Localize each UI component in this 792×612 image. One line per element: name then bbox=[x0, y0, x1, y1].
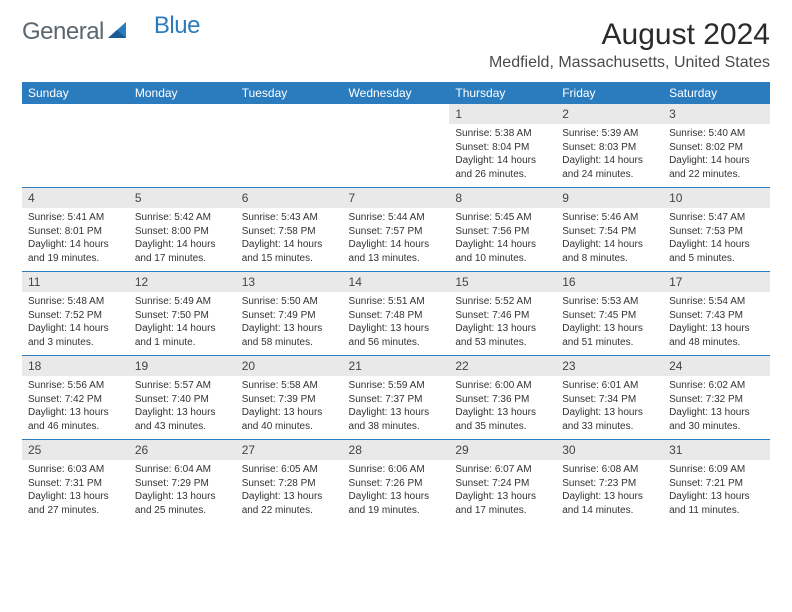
day-number-cell: 26 bbox=[129, 439, 236, 460]
day-number-cell: 19 bbox=[129, 355, 236, 376]
day-content-cell: Sunrise: 5:46 AMSunset: 7:54 PMDaylight:… bbox=[556, 208, 663, 271]
day-content-cell: Sunrise: 5:57 AMSunset: 7:40 PMDaylight:… bbox=[129, 376, 236, 439]
day-content-cell: Sunrise: 5:38 AMSunset: 8:04 PMDaylight:… bbox=[449, 124, 556, 187]
day-number-cell: 23 bbox=[556, 355, 663, 376]
week-content-row: Sunrise: 5:38 AMSunset: 8:04 PMDaylight:… bbox=[22, 124, 770, 187]
day-content-cell: Sunrise: 5:50 AMSunset: 7:49 PMDaylight:… bbox=[236, 292, 343, 355]
weekday-header: Saturday bbox=[663, 82, 770, 104]
day-number-cell: 4 bbox=[22, 187, 129, 208]
day-number-cell: 17 bbox=[663, 271, 770, 292]
day-content-cell: Sunrise: 6:03 AMSunset: 7:31 PMDaylight:… bbox=[22, 460, 129, 523]
calendar-table: SundayMondayTuesdayWednesdayThursdayFrid… bbox=[22, 82, 770, 523]
day-number-cell: 6 bbox=[236, 187, 343, 208]
day-content-cell: Sunrise: 5:49 AMSunset: 7:50 PMDaylight:… bbox=[129, 292, 236, 355]
day-content-cell: Sunrise: 6:07 AMSunset: 7:24 PMDaylight:… bbox=[449, 460, 556, 523]
day-number-cell: 8 bbox=[449, 187, 556, 208]
day-number-cell: 15 bbox=[449, 271, 556, 292]
day-number-cell: 1 bbox=[449, 104, 556, 124]
week-daynum-row: 123 bbox=[22, 104, 770, 124]
day-content-cell: Sunrise: 6:04 AMSunset: 7:29 PMDaylight:… bbox=[129, 460, 236, 523]
day-content-cell: Sunrise: 5:48 AMSunset: 7:52 PMDaylight:… bbox=[22, 292, 129, 355]
day-number-cell: 5 bbox=[129, 187, 236, 208]
day-number-cell: 18 bbox=[22, 355, 129, 376]
week-daynum-row: 25262728293031 bbox=[22, 439, 770, 460]
calendar-body: 123 Sunrise: 5:38 AMSunset: 8:04 PMDayli… bbox=[22, 104, 770, 523]
day-number-cell: 27 bbox=[236, 439, 343, 460]
weekday-header: Sunday bbox=[22, 82, 129, 104]
day-number-cell: 2 bbox=[556, 104, 663, 124]
weekday-header: Monday bbox=[129, 82, 236, 104]
empty-cell bbox=[236, 124, 343, 187]
day-content-cell: Sunrise: 5:54 AMSunset: 7:43 PMDaylight:… bbox=[663, 292, 770, 355]
day-number-cell: 22 bbox=[449, 355, 556, 376]
day-number-cell: 29 bbox=[449, 439, 556, 460]
day-number-cell: 3 bbox=[663, 104, 770, 124]
day-content-cell: Sunrise: 6:01 AMSunset: 7:34 PMDaylight:… bbox=[556, 376, 663, 439]
day-content-cell: Sunrise: 5:45 AMSunset: 7:56 PMDaylight:… bbox=[449, 208, 556, 271]
day-number-cell: 13 bbox=[236, 271, 343, 292]
week-content-row: Sunrise: 5:41 AMSunset: 8:01 PMDaylight:… bbox=[22, 208, 770, 271]
page-title: August 2024 bbox=[489, 18, 770, 52]
empty-cell bbox=[236, 104, 343, 124]
weekday-header-row: SundayMondayTuesdayWednesdayThursdayFrid… bbox=[22, 82, 770, 104]
week-content-row: Sunrise: 5:48 AMSunset: 7:52 PMDaylight:… bbox=[22, 292, 770, 355]
day-number-cell: 16 bbox=[556, 271, 663, 292]
day-number-cell: 11 bbox=[22, 271, 129, 292]
day-content-cell: Sunrise: 6:08 AMSunset: 7:23 PMDaylight:… bbox=[556, 460, 663, 523]
week-content-row: Sunrise: 6:03 AMSunset: 7:31 PMDaylight:… bbox=[22, 460, 770, 523]
day-content-cell: Sunrise: 5:47 AMSunset: 7:53 PMDaylight:… bbox=[663, 208, 770, 271]
week-daynum-row: 45678910 bbox=[22, 187, 770, 208]
empty-cell bbox=[22, 104, 129, 124]
day-number-cell: 31 bbox=[663, 439, 770, 460]
day-content-cell: Sunrise: 5:52 AMSunset: 7:46 PMDaylight:… bbox=[449, 292, 556, 355]
weekday-header: Tuesday bbox=[236, 82, 343, 104]
day-content-cell: Sunrise: 5:51 AMSunset: 7:48 PMDaylight:… bbox=[343, 292, 450, 355]
weekday-header: Wednesday bbox=[343, 82, 450, 104]
day-content-cell: Sunrise: 6:05 AMSunset: 7:28 PMDaylight:… bbox=[236, 460, 343, 523]
day-content-cell: Sunrise: 5:58 AMSunset: 7:39 PMDaylight:… bbox=[236, 376, 343, 439]
empty-cell bbox=[22, 124, 129, 187]
day-number-cell: 7 bbox=[343, 187, 450, 208]
brand-logo: General Blue bbox=[22, 18, 174, 46]
brand-sail-icon bbox=[106, 20, 128, 45]
day-content-cell: Sunrise: 6:06 AMSunset: 7:26 PMDaylight:… bbox=[343, 460, 450, 523]
day-number-cell: 14 bbox=[343, 271, 450, 292]
day-number-cell: 24 bbox=[663, 355, 770, 376]
day-number-cell: 10 bbox=[663, 187, 770, 208]
week-content-row: Sunrise: 5:56 AMSunset: 7:42 PMDaylight:… bbox=[22, 376, 770, 439]
brand-part1: General bbox=[22, 18, 104, 46]
weekday-header: Thursday bbox=[449, 82, 556, 104]
brand-part2: Blue bbox=[154, 12, 200, 40]
day-content-cell: Sunrise: 5:42 AMSunset: 8:00 PMDaylight:… bbox=[129, 208, 236, 271]
day-number-cell: 21 bbox=[343, 355, 450, 376]
day-number-cell: 25 bbox=[22, 439, 129, 460]
day-number-cell: 28 bbox=[343, 439, 450, 460]
day-content-cell: Sunrise: 5:44 AMSunset: 7:57 PMDaylight:… bbox=[343, 208, 450, 271]
day-content-cell: Sunrise: 5:41 AMSunset: 8:01 PMDaylight:… bbox=[22, 208, 129, 271]
title-block: August 2024 Medfield, Massachusetts, Uni… bbox=[489, 18, 770, 72]
day-number-cell: 20 bbox=[236, 355, 343, 376]
empty-cell bbox=[343, 104, 450, 124]
empty-cell bbox=[343, 124, 450, 187]
header: General Blue August 2024 Medfield, Massa… bbox=[22, 18, 770, 72]
location-text: Medfield, Massachusetts, United States bbox=[489, 54, 770, 72]
day-content-cell: Sunrise: 5:43 AMSunset: 7:58 PMDaylight:… bbox=[236, 208, 343, 271]
weekday-header: Friday bbox=[556, 82, 663, 104]
day-content-cell: Sunrise: 6:00 AMSunset: 7:36 PMDaylight:… bbox=[449, 376, 556, 439]
day-number-cell: 9 bbox=[556, 187, 663, 208]
day-content-cell: Sunrise: 5:39 AMSunset: 8:03 PMDaylight:… bbox=[556, 124, 663, 187]
day-content-cell: Sunrise: 5:59 AMSunset: 7:37 PMDaylight:… bbox=[343, 376, 450, 439]
week-daynum-row: 11121314151617 bbox=[22, 271, 770, 292]
day-number-cell: 12 bbox=[129, 271, 236, 292]
day-content-cell: Sunrise: 5:56 AMSunset: 7:42 PMDaylight:… bbox=[22, 376, 129, 439]
day-content-cell: Sunrise: 6:09 AMSunset: 7:21 PMDaylight:… bbox=[663, 460, 770, 523]
day-content-cell: Sunrise: 6:02 AMSunset: 7:32 PMDaylight:… bbox=[663, 376, 770, 439]
day-content-cell: Sunrise: 5:53 AMSunset: 7:45 PMDaylight:… bbox=[556, 292, 663, 355]
day-content-cell: Sunrise: 5:40 AMSunset: 8:02 PMDaylight:… bbox=[663, 124, 770, 187]
day-number-cell: 30 bbox=[556, 439, 663, 460]
empty-cell bbox=[129, 124, 236, 187]
week-daynum-row: 18192021222324 bbox=[22, 355, 770, 376]
empty-cell bbox=[129, 104, 236, 124]
